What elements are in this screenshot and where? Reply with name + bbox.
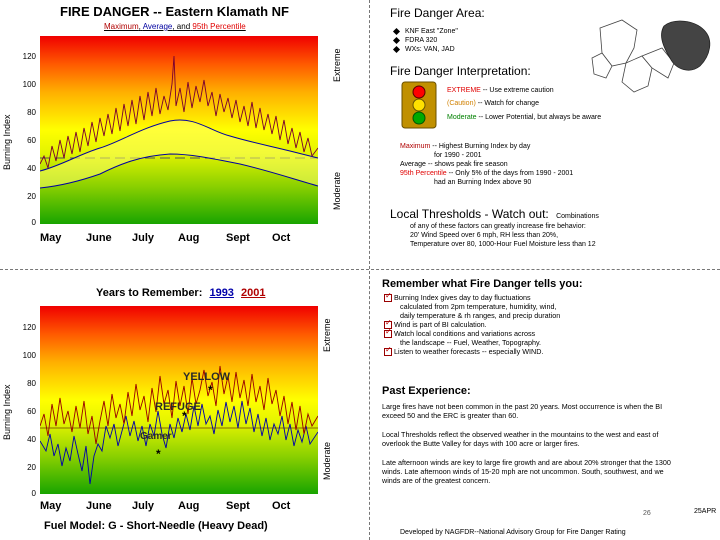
bottom-moderate-label: Moderate: [322, 441, 332, 480]
bottom-y-tick-40: 40: [27, 435, 36, 444]
top-chart-title: FIRE DANGER -- Eastern Klamath NF: [60, 4, 289, 19]
legend-extreme: EXTREME -- Use extreme caution: [447, 87, 554, 94]
asterisk-gamer: *: [156, 447, 161, 461]
diamond-bullet-icon: [392, 45, 401, 53]
top-month-sept: Sept: [226, 232, 250, 244]
bottom-y-tick-120: 120: [22, 323, 36, 332]
top-y-tick-40: 40: [27, 164, 36, 173]
bottom-month-july: July: [132, 500, 155, 512]
bottom-y-tick-60: 60: [27, 407, 36, 416]
checkbox-icon: [384, 327, 392, 339]
bottom-month-oct: Oct: [272, 500, 291, 512]
top-moderate-label: Moderate: [332, 171, 342, 210]
legend-sep2: , and: [172, 22, 191, 31]
page-number: 26: [643, 510, 651, 517]
bottom-chart-title: Years to Remember: 1993 2001: [96, 287, 265, 299]
remember-item: Listen to weather forecasts -- especiall…: [384, 345, 560, 357]
checkbox-icon: [384, 291, 392, 303]
area-item: KNF East "Zone": [392, 27, 458, 36]
series-1993: [40, 400, 318, 485]
bottom-chart-plot-area: * * *: [40, 306, 318, 494]
year-1993: 1993: [209, 287, 234, 299]
bottom-chart-svg: * * *: [40, 365, 318, 485]
remember-item: Wind is part of BI calculation.: [384, 318, 560, 330]
footer-date: 25APR: [694, 508, 717, 515]
horizontal-divider: [0, 269, 720, 270]
asterisk-refuge: *: [182, 409, 187, 423]
extreme-word: EXTREME: [447, 87, 481, 94]
top-y-tick-20: 20: [27, 192, 36, 201]
top-extreme-label: Extreme: [332, 48, 342, 82]
diamond-bullet-icon: [392, 27, 401, 35]
annotation-refuge: REFUGE: [155, 401, 201, 413]
top-chart-plot-area: [40, 36, 318, 224]
legend-95th: 95th Percentile: [192, 22, 246, 31]
traffic-light-icon: [401, 81, 437, 129]
remember-title: Remember what Fire Danger tells you:: [382, 278, 583, 290]
bottom-month-may: May: [40, 500, 62, 512]
annotation-yellow: YELLOW: [183, 371, 231, 383]
top-y-tick-80: 80: [27, 108, 36, 117]
top-y-axis-label: Burning Index: [2, 114, 12, 170]
legend-average: Average: [142, 22, 173, 31]
top-chart-legend: Maximum, Average, and 95th Percentile: [104, 22, 246, 31]
average-line-lower: [40, 153, 318, 189]
remember-item: Watch local conditions and variations ac…: [384, 327, 560, 339]
bottom-y-tick-80: 80: [27, 379, 36, 388]
bottom-y-tick-20: 20: [27, 463, 36, 472]
top-y-tick-120: 120: [22, 52, 36, 61]
years-title: Years to Remember:: [96, 287, 203, 299]
remember-list: Burning Index gives day to day fluctuati…: [384, 291, 560, 357]
remember-item: Burning Index gives day to day fluctuati…: [384, 291, 560, 303]
bottom-month-june: June: [86, 500, 112, 512]
series-2001: [40, 365, 318, 445]
interpretation-title: Fire Danger Interpretation:: [390, 64, 531, 78]
top-y-tick-60: 60: [27, 136, 36, 145]
bottom-y-tick-100: 100: [22, 351, 36, 360]
top-y-tick-100: 100: [22, 80, 36, 89]
area-item: WXs: VAN, JAD: [392, 45, 458, 54]
maximum-line: [40, 55, 318, 169]
year-2001: 2001: [241, 287, 266, 299]
moderate-word: Moderate: [447, 114, 477, 121]
credit-footer: Developed by NAGFDR--National Advisory G…: [400, 529, 626, 536]
bottom-month-aug: Aug: [178, 500, 200, 512]
top-y-tick-0: 0: [31, 218, 36, 227]
legend-sep1: ,: [138, 22, 141, 31]
thresholds-body: of any of these factors can greatly incr…: [410, 223, 596, 248]
average-line-upper: [40, 119, 318, 172]
maximum-explanation: Maximum -- Highest Burning Index by day …: [400, 143, 574, 186]
experience-title: Past Experience:: [382, 385, 471, 397]
area-list: KNF East "Zone" FDRA 320 WXs: VAN, JAD: [392, 27, 458, 54]
legend-moderate: Moderate -- Lower Potential, but always …: [447, 114, 602, 121]
top-month-may: May: [40, 232, 62, 244]
caution-word: (Caution): [447, 100, 476, 107]
top-month-oct: Oct: [272, 232, 291, 244]
top-chart-svg: [40, 55, 318, 189]
bottom-month-sept: Sept: [226, 500, 250, 512]
top-month-june: June: [86, 232, 112, 244]
bottom-y-axis-label: Burning Index: [2, 384, 12, 440]
thresholds-title: Local Thresholds - Watch out: Combinatio…: [390, 207, 599, 221]
checkbox-icon: [384, 345, 392, 357]
legend-caution: (Caution) -- Watch for change: [447, 100, 539, 107]
area-item: FDRA 320: [392, 36, 458, 45]
experience-body: Large fires have not been common in the …: [382, 402, 671, 485]
top-month-july: July: [132, 232, 155, 244]
legend-maximum: Maximum: [104, 22, 139, 31]
top-month-aug: Aug: [178, 232, 200, 244]
bottom-y-tick-0: 0: [31, 489, 36, 498]
fuel-model-footer: Fuel Model: G - Short-Needle (Heavy Dead…: [44, 520, 268, 532]
bottom-extreme-label: Extreme: [322, 318, 332, 352]
asterisk-yellow: *: [208, 383, 213, 397]
annotation-gamer: Gamer: [140, 431, 172, 442]
area-title: Fire Danger Area:: [390, 6, 485, 20]
vertical-divider: [369, 0, 370, 540]
diamond-bullet-icon: [392, 36, 401, 44]
area-map-icon: [591, 19, 711, 93]
